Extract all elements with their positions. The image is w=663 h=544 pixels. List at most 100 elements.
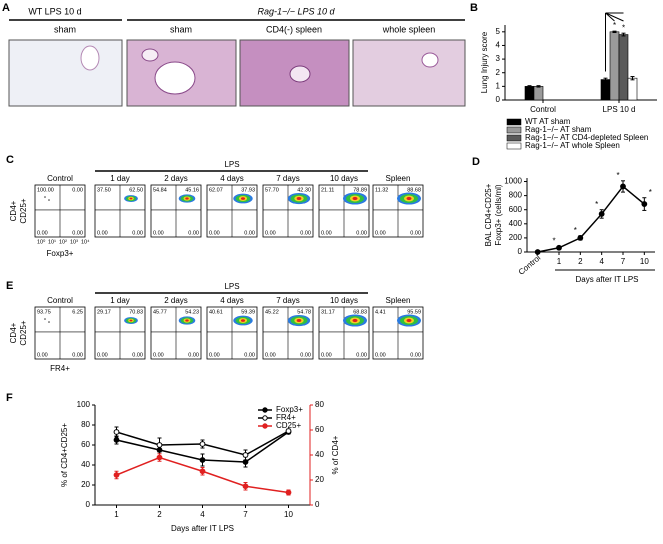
axis-tick: 10² [59,239,67,245]
legend-label: Rag-1−/− AT sham [525,125,592,134]
quadrant-value: 93.75 [37,309,51,315]
quadrant-value: 88.68 [407,187,421,193]
y-tick-label: 60 [81,440,90,449]
quadrant-value: 0.00 [97,352,108,358]
data-point [113,437,120,443]
quadrant-value: 0.00 [72,187,83,193]
image-detail [141,48,159,62]
legend-marker [262,415,268,421]
quadrant-value: 29.17 [97,309,111,315]
y2-tick-label: 0 [315,500,320,509]
data-point [285,428,292,434]
plot-title: 7 days [276,296,300,305]
plot-title: 4 days [220,174,244,183]
x-axis-label: FR4+ [50,364,70,373]
quadrant-value: 37.93 [241,187,255,193]
quadrant-value: 95.59 [407,309,421,315]
group-label: LPS [224,282,239,291]
quadrant-value: 45.16 [185,187,199,193]
bracket [605,12,624,22]
legend-label: Rag-1−/− AT CD4-depleted Spleen [525,133,648,142]
wt-header: WT LPS 10 d [28,6,81,16]
x-tick-label: 1 [557,257,562,266]
legend-swatch [506,118,522,126]
group-label: LPS [224,160,239,169]
legend-label: WT AT sham [525,117,571,126]
population [48,321,50,323]
y-tick-label: 4 [496,41,501,50]
quadrant-value: 57.70 [265,187,279,193]
x-tick-label: Control [517,253,543,277]
quadrant-value: 0.00 [188,230,199,236]
quadrant-value: 0.00 [356,230,367,236]
legend-label: Foxp3+ [276,405,303,414]
plot-title: Spleen [386,296,411,305]
legend-label: CD25+ [276,421,301,430]
plot-title: 1 day [110,296,130,305]
quadrant-value: 0.00 [410,352,421,358]
x-tick-label: Control [530,105,556,114]
quadrant-value: 0.00 [356,352,367,358]
x-tick-label: 10 [640,257,649,266]
data-point [242,452,249,458]
x-axis-label: Days after IT LPS [171,524,234,533]
y-tick-label: 400 [509,219,523,228]
quadrant-value: 59.39 [241,309,255,315]
quadrant-value: 0.00 [72,352,83,358]
y-axis-label: BAL CD4+CD25+ [484,183,493,246]
y-tick-label: 800 [509,191,523,200]
data-point [156,442,163,448]
legend-label: FR4+ [276,413,296,422]
quadrant-value: 42.30 [297,187,311,193]
bar [600,79,611,101]
population [129,319,133,322]
quadrant-value: 6.25 [72,309,83,315]
panel-label: E [6,280,13,292]
quadrant-value: 70.83 [129,309,143,315]
y-tick-label: 40 [81,460,90,469]
x-tick-label: 1 [114,510,119,519]
quadrant-value: 0.00 [410,230,421,236]
data-point [598,211,605,217]
population [185,319,189,322]
population [185,197,189,200]
image-label: CD4(-) spleen [266,24,322,34]
panel-label: C [6,154,14,166]
population [406,318,412,323]
quadrant-value: 37.50 [97,187,111,193]
legend-label: Rag-1−/− AT whole Spleen [525,141,620,150]
quadrant-value: 62.07 [209,187,223,193]
quadrant-value: 0.00 [37,230,48,236]
y-tick-label: 5 [496,27,501,36]
bar [618,34,629,101]
data-point [577,235,584,241]
y-tick-label: 3 [496,54,501,63]
quadrant-value: 54.78 [297,309,311,315]
quadrant-value: 45.22 [265,309,279,315]
quadrant-value: 0.00 [132,230,143,236]
quadrant-value: 0.00 [37,352,48,358]
image-detail [289,65,311,83]
y-tick-label: 80 [81,420,90,429]
plot-title: Spleen [386,174,411,183]
significance: * [552,236,555,245]
y2-axis-label: % of CD4+ [331,435,340,474]
y-axis-label: Lung Injury score [480,31,489,93]
quadrant-value: 68.83 [353,309,367,315]
significance: * [595,200,598,209]
y2-tick-label: 80 [315,400,324,409]
y-axis-label: CD25+ [19,320,28,345]
y-tick-label: 200 [509,233,523,242]
plot-title: 4 days [220,296,244,305]
y2-tick-label: 40 [315,450,324,459]
plot-title: 1 day [110,174,130,183]
panel-label: A [2,2,10,14]
image-wt-sham [8,39,123,107]
population [406,196,412,201]
y-tick-label: 0 [496,95,501,104]
x-axis-label: Foxp3+ [47,249,74,258]
y-tick-label: 0 [518,247,523,256]
quadrant-value: 11.32 [375,187,388,193]
quadrant-value: 0.00 [188,352,199,358]
